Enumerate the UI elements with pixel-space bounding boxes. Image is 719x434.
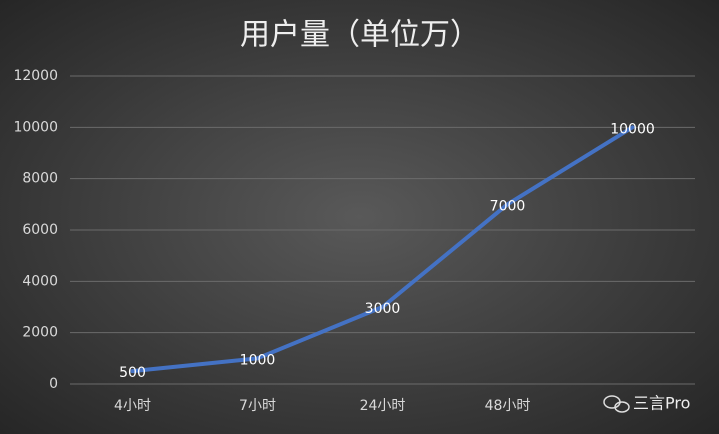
data-label: 3000 <box>365 301 401 317</box>
y-tick-label: 10000 <box>13 119 58 135</box>
x-tick-label: 24小时 <box>360 398 406 414</box>
y-tick-label: 6000 <box>22 222 58 238</box>
line <box>130 125 635 374</box>
data-label: 500 <box>119 365 146 381</box>
data-label: 1000 <box>240 352 276 368</box>
y-tick-label: 2000 <box>22 325 58 341</box>
watermark-icon <box>603 395 630 413</box>
y-tick-label: 0 <box>49 376 58 392</box>
y-tick-label: 4000 <box>22 273 58 289</box>
data-label: 7000 <box>490 198 526 214</box>
x-tick-label: 4小时 <box>114 398 151 414</box>
x-tick-label: 48小时 <box>485 398 531 414</box>
chart-title: 用户量（单位万） <box>240 18 480 53</box>
data-label: 10000 <box>610 121 655 137</box>
watermark: 三言Pro <box>633 394 690 413</box>
y-tick-label: 12000 <box>13 68 58 84</box>
x-tick-label: 7小时 <box>239 398 276 414</box>
y-tick-label: 8000 <box>22 171 58 187</box>
